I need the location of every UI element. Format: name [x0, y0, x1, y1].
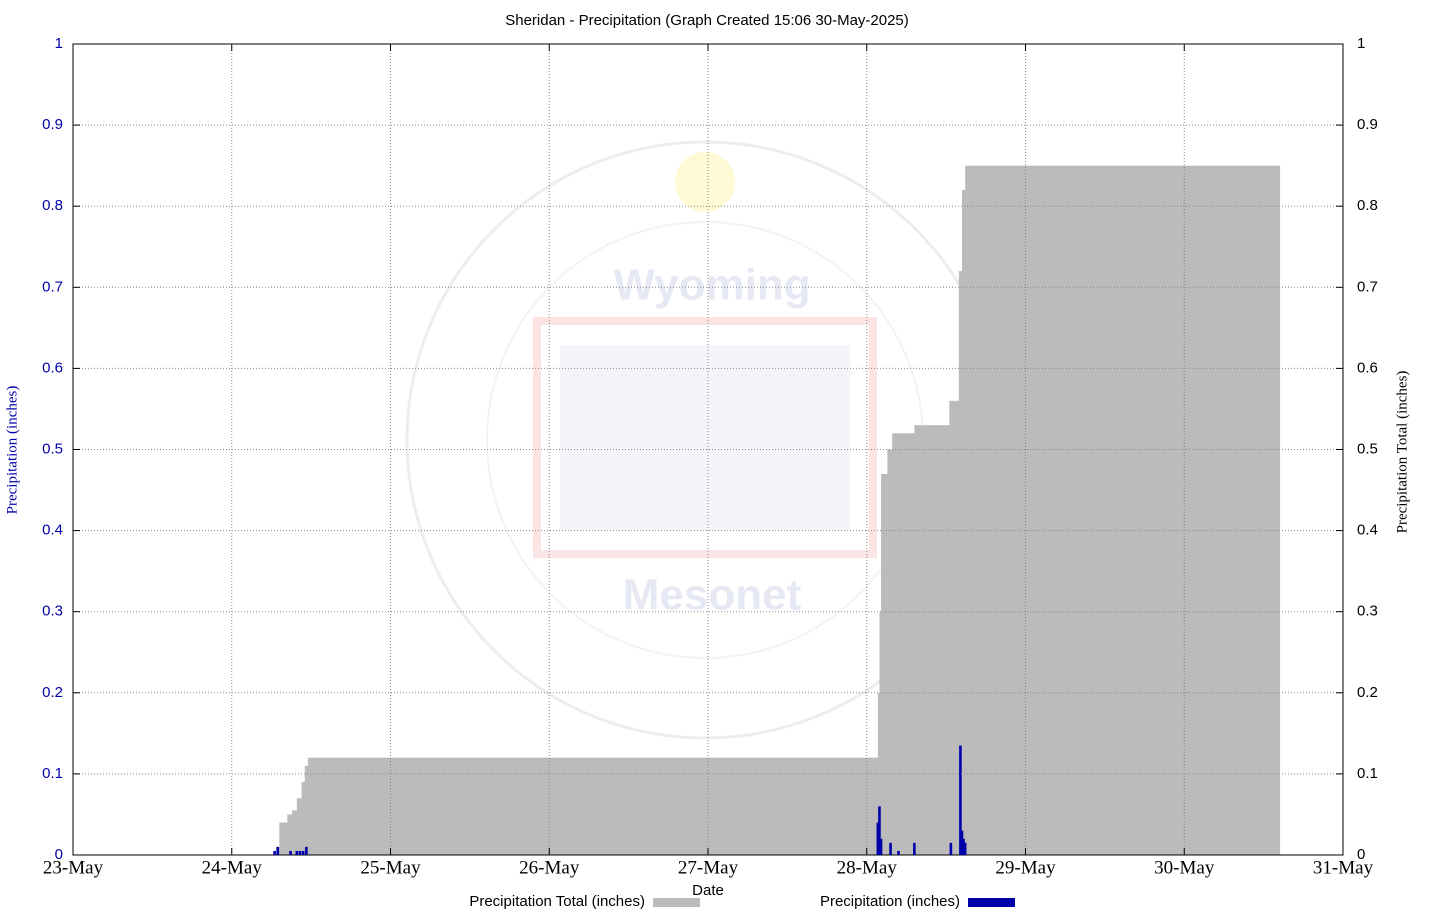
precip-bar	[295, 850, 299, 855]
y2-tick-label: 0.7	[1357, 278, 1378, 295]
precip-bar	[876, 822, 880, 855]
x-tick-label: 29-May	[995, 857, 1056, 878]
x-tick-label: 26-May	[519, 857, 580, 878]
y-axis-label: Precipitation (inches)	[4, 386, 20, 515]
y-tick-label: 0.1	[42, 765, 63, 782]
y-tick-label: 0.7	[42, 278, 63, 295]
total-step	[881, 473, 888, 855]
watermark-text: Wyoming	[613, 261, 810, 310]
precip-bar	[878, 806, 881, 855]
precip-bar	[305, 846, 308, 855]
y2-tick-label: 0.8	[1357, 197, 1378, 214]
legend-swatch	[968, 898, 1015, 907]
y2-tick-label: 0.1	[1357, 765, 1378, 782]
total-step	[301, 782, 306, 855]
precip-bar	[889, 842, 892, 855]
y-tick-label: 0.2	[42, 684, 63, 701]
y-tick-label: 0.3	[42, 603, 63, 620]
y2-tick-label: 0.6	[1357, 359, 1378, 376]
x-tick-label: 28-May	[837, 857, 898, 878]
x-tick-label: 31-May	[1313, 857, 1374, 878]
watermark-text: Mesonet	[623, 571, 802, 620]
total-step	[887, 449, 893, 855]
watermark-flag	[533, 317, 877, 558]
precip-bar	[897, 850, 900, 855]
total-step	[287, 814, 293, 855]
x-axis-label: Date	[692, 882, 724, 899]
total-step	[296, 798, 303, 855]
y2-axis-label: Precipitation Total (inches)	[1394, 371, 1410, 534]
x-tick-label: 30-May	[1154, 857, 1215, 878]
y2-tick-label: 1	[1357, 35, 1365, 52]
total-step	[965, 165, 1281, 855]
y-tick-label: 0	[55, 846, 63, 863]
total-step	[877, 692, 881, 855]
y-tick-label: 0.5	[42, 440, 63, 457]
chart-title: Sheridan - Precipitation (Graph Created …	[505, 12, 909, 29]
y-tick-label: 0.9	[42, 116, 63, 133]
total-step	[892, 433, 915, 855]
y2-tick-label: 0	[1357, 846, 1365, 863]
legend-label: Precipitation (inches)	[820, 893, 960, 910]
precip-bar	[963, 842, 967, 855]
total-step	[879, 611, 882, 855]
precip-bar	[289, 850, 292, 855]
total-step	[958, 271, 963, 856]
total-step	[949, 400, 960, 855]
total-step	[962, 189, 966, 856]
watermark-sun	[675, 152, 735, 212]
total-step	[304, 765, 309, 855]
total-step	[292, 810, 298, 855]
y2-tick-label: 0.2	[1357, 684, 1378, 701]
total-step	[914, 425, 950, 855]
y2-tick-label: 0.5	[1357, 440, 1378, 457]
watermark-flag	[560, 345, 850, 531]
precip-bar	[273, 850, 276, 855]
y2-tick-label: 0.3	[1357, 603, 1378, 620]
x-tick-label: 25-May	[360, 857, 421, 878]
legend-label: Precipitation Total (inches)	[469, 893, 645, 910]
y2-tick-label: 0.9	[1357, 116, 1378, 133]
total-step	[279, 822, 288, 855]
precip-bar	[960, 830, 964, 855]
x-tick-label: 27-May	[678, 857, 739, 878]
precip-bar	[276, 846, 280, 855]
y-tick-label: 0.6	[42, 359, 63, 376]
total-step	[307, 757, 879, 855]
precip-bar	[879, 838, 883, 855]
y-tick-label: 1	[55, 35, 63, 52]
precip-bar	[913, 842, 916, 855]
x-tick-label: 23-May	[43, 857, 104, 878]
precip-bar	[949, 842, 953, 855]
y-tick-label: 0.8	[42, 197, 63, 214]
precip-bar	[959, 745, 962, 855]
precip-bar	[301, 850, 305, 855]
precip-bar	[298, 850, 302, 855]
x-tick-label: 24-May	[202, 857, 263, 878]
y-tick-label: 0.4	[42, 522, 63, 539]
precip-bar	[962, 838, 965, 855]
legend-swatch	[653, 898, 700, 907]
y2-tick-label: 0.4	[1357, 522, 1378, 539]
